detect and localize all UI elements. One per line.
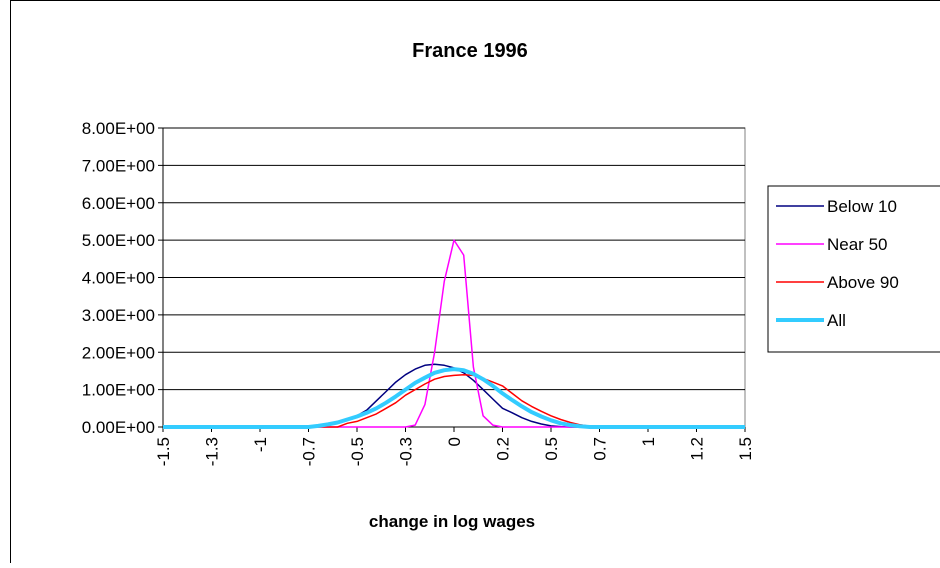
x-tick-label: 0.2 [494, 437, 513, 461]
x-tick-label: 1 [639, 437, 658, 446]
x-tick-label: -0.5 [348, 437, 367, 466]
y-tick-label: 3.00E+00 [82, 306, 155, 325]
x-tick-label: 1.2 [688, 437, 707, 461]
y-tick-label: 4.00E+00 [82, 269, 155, 288]
x-tick-label: -0.3 [397, 437, 416, 466]
legend-label: Above 90 [827, 273, 899, 292]
legend-label: Below 10 [827, 197, 897, 216]
y-tick-label: 8.00E+00 [82, 119, 155, 138]
y-tick-label: 1.00E+00 [82, 381, 155, 400]
x-tick-label: 1.5 [736, 437, 755, 461]
legend-label: All [827, 311, 846, 330]
x-tick-label: 0.7 [591, 437, 610, 461]
y-tick-label: 0.00E+00 [82, 418, 155, 437]
x-tick-label: -1 [251, 437, 270, 452]
x-tick-label: -0.7 [300, 437, 319, 466]
y-tick-label: 2.00E+00 [82, 343, 155, 362]
y-tick-label: 6.00E+00 [82, 194, 155, 213]
x-tick-label: -1.5 [154, 437, 173, 466]
chart-title: France 1996 [412, 40, 528, 62]
x-tick-label: -1.3 [203, 437, 222, 466]
legend-label: Near 50 [827, 235, 887, 254]
x-tick-label: 0.5 [542, 437, 561, 461]
y-tick-label: 5.00E+00 [82, 231, 155, 250]
y-tick-label: 7.00E+00 [82, 156, 155, 175]
x-tick-label: 0 [445, 437, 464, 446]
x-axis-title: change in log wages [369, 512, 535, 531]
